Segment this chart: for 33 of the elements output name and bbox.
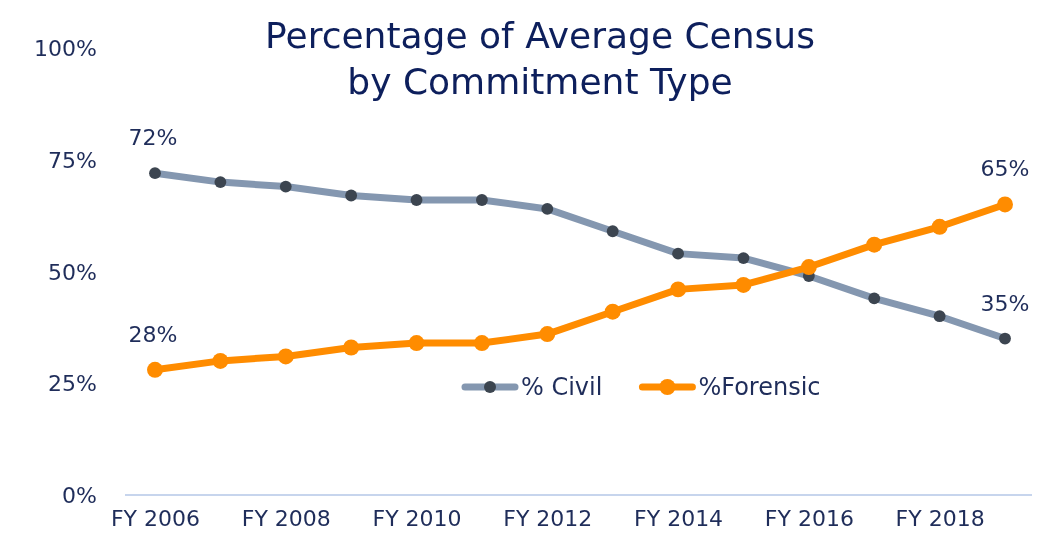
point (343, 339, 360, 356)
data-label: 28% (128, 321, 178, 347)
point (670, 281, 687, 298)
y-tick-label: 100% (34, 36, 97, 62)
y-tick-label: 75% (48, 147, 97, 173)
x-tick-label: FY 2014 (634, 505, 724, 531)
point (473, 335, 490, 351)
point (539, 326, 556, 343)
point (735, 276, 752, 293)
point (147, 361, 163, 378)
legend-label: % Civil (521, 373, 603, 402)
y-tick-label: 50% (48, 259, 97, 285)
point (866, 236, 883, 253)
point (408, 335, 425, 351)
chart-title: Percentage of Average Census by Commitment Type (265, 15, 815, 102)
data-label: 35% (980, 290, 1030, 316)
x-tick-label: FY 2018 (895, 505, 985, 531)
point (277, 348, 294, 365)
point (931, 218, 948, 235)
x-tick-label: FY 2008 (241, 505, 331, 531)
x-tick-label: FY 2016 (764, 505, 854, 531)
x-tick-label: FY 2010 (372, 505, 462, 531)
y-tick-label: 25% (48, 371, 97, 397)
y-tick-label: 0% (62, 483, 97, 509)
point (800, 259, 817, 275)
legend-label: %Forensic (698, 373, 821, 402)
x-tick-label: FY 2006 (110, 505, 201, 531)
point (604, 303, 621, 320)
data-label: 65% (980, 156, 1030, 182)
point (997, 196, 1013, 213)
point (212, 352, 229, 369)
data-label: 72% (128, 125, 178, 151)
x-tick-label: FY 2012 (503, 505, 593, 531)
